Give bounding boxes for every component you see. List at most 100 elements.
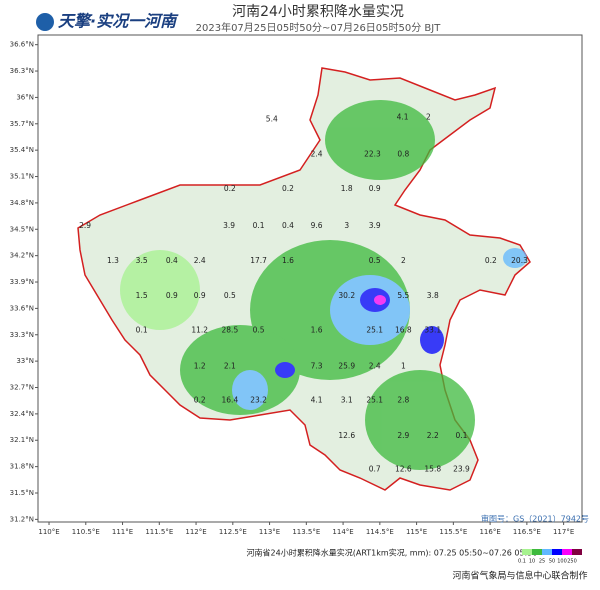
station-value: 12.6 <box>338 431 355 440</box>
legend-label: 250 <box>567 559 577 565</box>
station-value: 2.1 <box>224 361 236 370</box>
station-value: 25.1 <box>366 325 383 334</box>
station-value: 0.1 <box>253 221 265 230</box>
station-value: 0.1 <box>455 431 467 440</box>
station-value: 2 <box>401 256 406 265</box>
logo-icon <box>36 13 54 31</box>
lon-tick-label: 110°E <box>38 528 59 536</box>
station-value: 22.3 <box>364 150 381 159</box>
lon-tick-label: 115°E <box>406 528 427 536</box>
lat-tick-label: 36.3°N <box>10 67 34 75</box>
station-value: 2.8 <box>397 396 409 405</box>
station-value: 0.2 <box>282 184 294 193</box>
legend-swatch <box>552 549 562 555</box>
lat-tick-label: 34.8°N <box>10 199 34 207</box>
legend-swatch <box>532 549 542 555</box>
station-value: 2 <box>426 113 431 122</box>
subtitle: 2023年07月25日05时50分~07月26日05时50分 BJT <box>196 21 442 34</box>
lat-tick-label: 31.2°N <box>10 515 34 523</box>
station-value: 1 <box>401 361 406 370</box>
legend-label: 100 <box>557 559 567 565</box>
station-value: 25.1 <box>366 396 383 405</box>
station-value: 23.9 <box>453 464 470 473</box>
legend-label: 50 <box>549 559 555 565</box>
legend-label: 25 <box>539 559 545 565</box>
station-value: 3.5 <box>136 256 148 265</box>
station-value: 30.2 <box>338 291 355 300</box>
station-value: 0.9 <box>194 291 206 300</box>
station-value: 11.2 <box>191 325 208 334</box>
station-value: 5.4 <box>266 114 278 123</box>
lat-tick-label: 36.6°N <box>10 41 34 49</box>
lat-tick-label: 31.5°N <box>10 489 34 497</box>
lon-tick-label: 114.5°E <box>366 528 394 536</box>
station-value: 2.4 <box>311 150 323 159</box>
station-value: 25.9 <box>338 361 355 370</box>
station-value: 3.8 <box>427 291 439 300</box>
station-value: 9.6 <box>311 221 323 230</box>
approval: 审图号：GS（2021）7942号 <box>481 514 589 524</box>
lon-tick-label: 112.5°E <box>219 528 247 536</box>
station-value: 16.4 <box>222 396 239 405</box>
station-value: 4.1 <box>311 396 323 405</box>
station-value: 17.7 <box>250 256 267 265</box>
lon-tick-label: 113°E <box>259 528 280 536</box>
station-value: 0.4 <box>166 256 178 265</box>
lon-tick-label: 110.5°E <box>72 528 100 536</box>
station-value: 3.1 <box>341 396 353 405</box>
station-value: 2.9 <box>397 431 409 440</box>
lat-tick-label: 33.9°N <box>10 278 34 286</box>
lon-tick-label: 111.5°E <box>145 528 173 536</box>
station-value: 5.5 <box>397 291 409 300</box>
station-value: 2.4 <box>369 361 381 370</box>
station-value: 1.5 <box>136 291 148 300</box>
station-value: 3 <box>344 221 349 230</box>
station-value: 15.8 <box>424 464 441 473</box>
lat-tick-label: 32.7°N <box>10 384 34 392</box>
station-value: 1.6 <box>311 325 323 334</box>
station-value: 3.9 <box>369 221 381 230</box>
lat-tick-label: 34.2°N <box>10 252 34 260</box>
station-value: 23.2 <box>250 396 267 405</box>
station-value: 0.7 <box>369 464 381 473</box>
lat-tick-label: 35.1°N <box>10 173 34 181</box>
station-value: 33.1 <box>424 325 441 334</box>
station-value: 1.8 <box>341 184 353 193</box>
rain-blobs <box>120 100 527 470</box>
station-value: 0.1 <box>136 325 148 334</box>
legend-swatch <box>562 549 572 555</box>
station-value: 1.6 <box>282 256 294 265</box>
lon-tick-label: 111°E <box>112 528 133 536</box>
station-value: 2.2 <box>427 431 439 440</box>
lat-tick-label: 34.5°N <box>10 225 34 233</box>
title: 河南24小时累积降水量实况 <box>232 4 404 20</box>
lat-tick-label: 32.4°N <box>10 410 34 418</box>
station-value: 0.9 <box>166 291 178 300</box>
lat-tick-label: 33.3°N <box>10 331 34 339</box>
lon-tick-label: 116.5°E <box>513 528 541 536</box>
station-value: 4.1 <box>397 113 409 122</box>
lon-tick-label: 112°E <box>185 528 206 536</box>
station-value: 0.5 <box>224 291 236 300</box>
lat-tick-label: 35.7°N <box>10 120 34 128</box>
lon-tick-label: 114°E <box>332 528 353 536</box>
lon-tick-label: 115.5°E <box>439 528 467 536</box>
legend-swatch <box>522 549 532 555</box>
lat-tick-label: 33°N <box>16 357 34 365</box>
station-value: 1.3 <box>107 256 119 265</box>
lat-tick-label: 32.1°N <box>10 436 34 444</box>
lat-tick-label: 31.8°N <box>10 463 34 471</box>
station-value: 0.5 <box>253 325 265 334</box>
station-value: 0.9 <box>369 184 381 193</box>
station-value: 0.2 <box>194 396 206 405</box>
station-value: 1.2 <box>194 361 206 370</box>
lat-tick-label: 33.6°N <box>10 304 34 312</box>
legend-swatch <box>572 549 582 555</box>
station-value: 2.9 <box>79 221 91 230</box>
lat-tick-label: 36°N <box>16 93 34 101</box>
lon-tick-label: 117°E <box>553 528 574 536</box>
credit: 河南省气象局与信息中心联合制作 <box>452 570 587 582</box>
legend-swatch <box>542 549 552 555</box>
logo: 天擎·实况一河南 <box>58 12 179 31</box>
